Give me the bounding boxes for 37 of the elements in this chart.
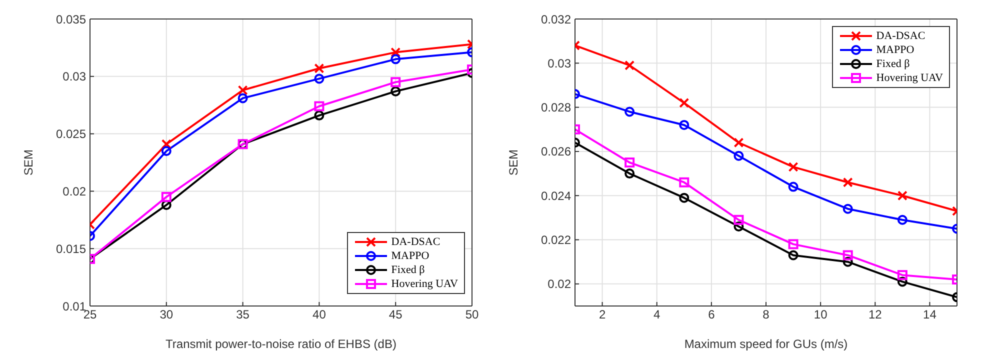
y-axis-title: SEM (21, 149, 36, 176)
x-tick-label: 50 (465, 308, 479, 322)
y-tick-label: 0.026 (540, 144, 572, 159)
x-tick-label: 40 (312, 308, 326, 322)
x-axis-title: Transmit power-to-noise ratio of EHBS (dB) (166, 337, 396, 351)
y-tick-label: 0.025 (56, 127, 86, 142)
y-tick-label: 0.024 (540, 188, 572, 203)
legend-label: MAPPO (876, 44, 914, 56)
x-tick-label: 4 (654, 308, 661, 322)
y-tick-label: 0.02 (62, 184, 86, 198)
legend-label: DA-DSAC (391, 236, 440, 248)
x-tick-label: 25 (83, 308, 97, 322)
x-tick-label: 6 (708, 308, 716, 322)
y-tick-label: 0.035 (56, 12, 86, 26)
x-axis-title: Maximum speed for GUs (m/s) (684, 337, 848, 351)
y-tick-label: 0.03 (62, 70, 86, 84)
legend-label: DA-DSAC (876, 30, 926, 42)
x-tick-label: 8 (762, 308, 770, 322)
y-axis-title: SEM (506, 149, 520, 176)
y-tick-label: 0.015 (56, 242, 86, 256)
y-tick-label: 0.02 (548, 277, 572, 292)
y-tick-label: 0.022 (540, 233, 572, 248)
x-tick-label: 14 (923, 308, 937, 322)
legend-label: Fixed β (391, 264, 425, 276)
y-tick-label: 0.03 (548, 56, 572, 70)
legend-label: Fixed β (876, 58, 910, 70)
x-tick-label: 12 (868, 308, 882, 322)
legend-label: Hovering UAV (391, 278, 458, 290)
x-tick-label: 10 (814, 308, 828, 322)
legend-label: Hovering UAV (876, 72, 943, 84)
x-tick-label: 2 (598, 308, 606, 322)
x-tick-label: 45 (388, 308, 403, 322)
x-tick-label: 35 (236, 308, 250, 322)
x-tick-label: 30 (160, 308, 174, 322)
y-tick-label: 0.032 (540, 12, 572, 26)
y-tick-label: 0.028 (540, 100, 572, 115)
legend-label: MAPPO (391, 250, 430, 262)
